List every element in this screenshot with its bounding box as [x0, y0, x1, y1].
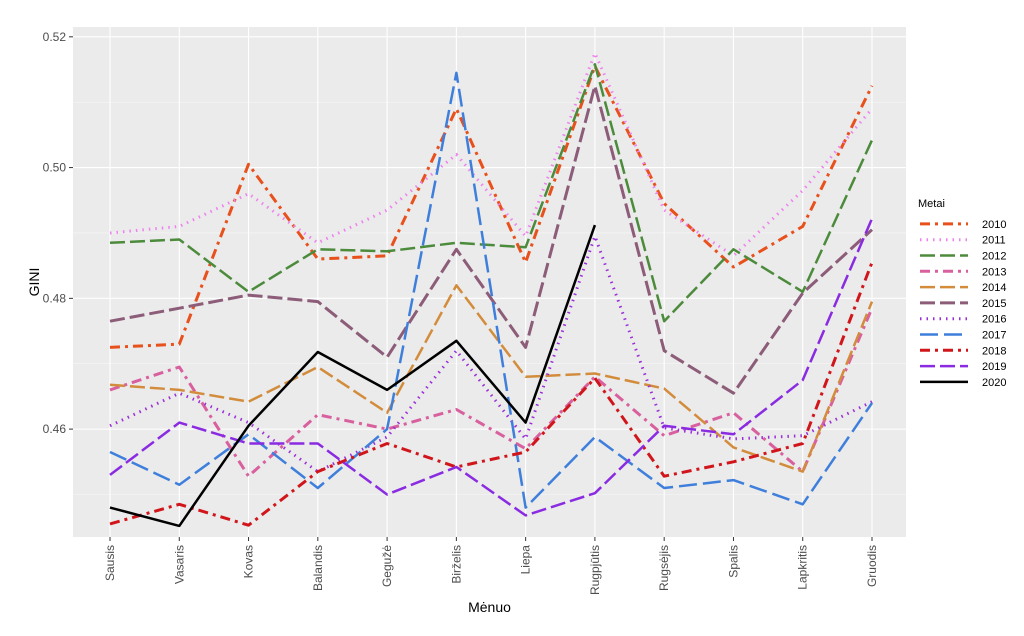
y-tick-label: 0.46 [43, 422, 67, 436]
y-tick-label: 0.48 [43, 291, 67, 305]
legend-key-box [916, 310, 972, 327]
legend-label-2018: 2018 [982, 345, 1006, 357]
series-line-2010 [109, 64, 874, 349]
legend-label-2019: 2019 [982, 361, 1006, 373]
y-tick-label: 0.50 [43, 161, 67, 175]
series-line-2011 [109, 51, 874, 258]
x-tick-label: Sausis [103, 545, 117, 581]
legend-label-2020: 2020 [982, 377, 1006, 389]
legend-key-box [916, 231, 972, 248]
legend-label-2014: 2014 [982, 282, 1006, 294]
series-line-2013 [109, 307, 874, 478]
x-axis-title: Mėnuo [468, 599, 511, 615]
x-tick-label: Rugsėjis [657, 545, 671, 591]
x-axis: Sausis Vasaris Kovas Balandis Gegužė Birželis… [103, 537, 879, 595]
x-tick-label: Vasaris [172, 545, 186, 584]
series-line-2020 [109, 224, 597, 528]
y-tick-label: 0.52 [43, 30, 67, 44]
series-layer [109, 51, 874, 528]
legend-label-2016: 2016 [982, 314, 1006, 326]
legend-label-2013: 2013 [982, 266, 1006, 278]
legend-title: Metai [918, 198, 945, 210]
y-axis-title: GINI [26, 268, 42, 297]
series-line-2015 [109, 84, 874, 395]
series-line-2012 [109, 63, 874, 323]
x-tick-label: Gegužė [380, 545, 394, 587]
series-line-2014 [109, 284, 874, 473]
legend-label-2012: 2012 [982, 251, 1006, 263]
x-tick-label: Spalis [726, 545, 740, 578]
legend-label-2017: 2017 [982, 330, 1006, 342]
legend-label-2015: 2015 [982, 298, 1006, 310]
y-axis: 0.46 0.48 0.50 0.52 [43, 30, 73, 436]
legend-label-2010: 2010 [982, 219, 1006, 231]
minor-grid [73, 101, 906, 495]
x-tick-label: Rugpjūtis [588, 545, 602, 595]
series-line-2019 [109, 218, 874, 517]
x-tick-label: Gruodis [865, 545, 879, 587]
legend-label-2011: 2011 [982, 235, 1006, 247]
legend: Metai 2010 2011 2012 2013 2014 2015 2016 2017 201… [912, 194, 1020, 390]
series-line-2018 [109, 261, 874, 527]
x-tick-label: Birželis [449, 545, 463, 584]
x-tick-label: Kovas [242, 545, 256, 578]
major-grid [73, 27, 906, 537]
x-tick-label: Balandis [311, 545, 325, 591]
x-tick-label: Liepa [519, 545, 533, 575]
x-tick-label: Lapkritis [796, 545, 810, 590]
